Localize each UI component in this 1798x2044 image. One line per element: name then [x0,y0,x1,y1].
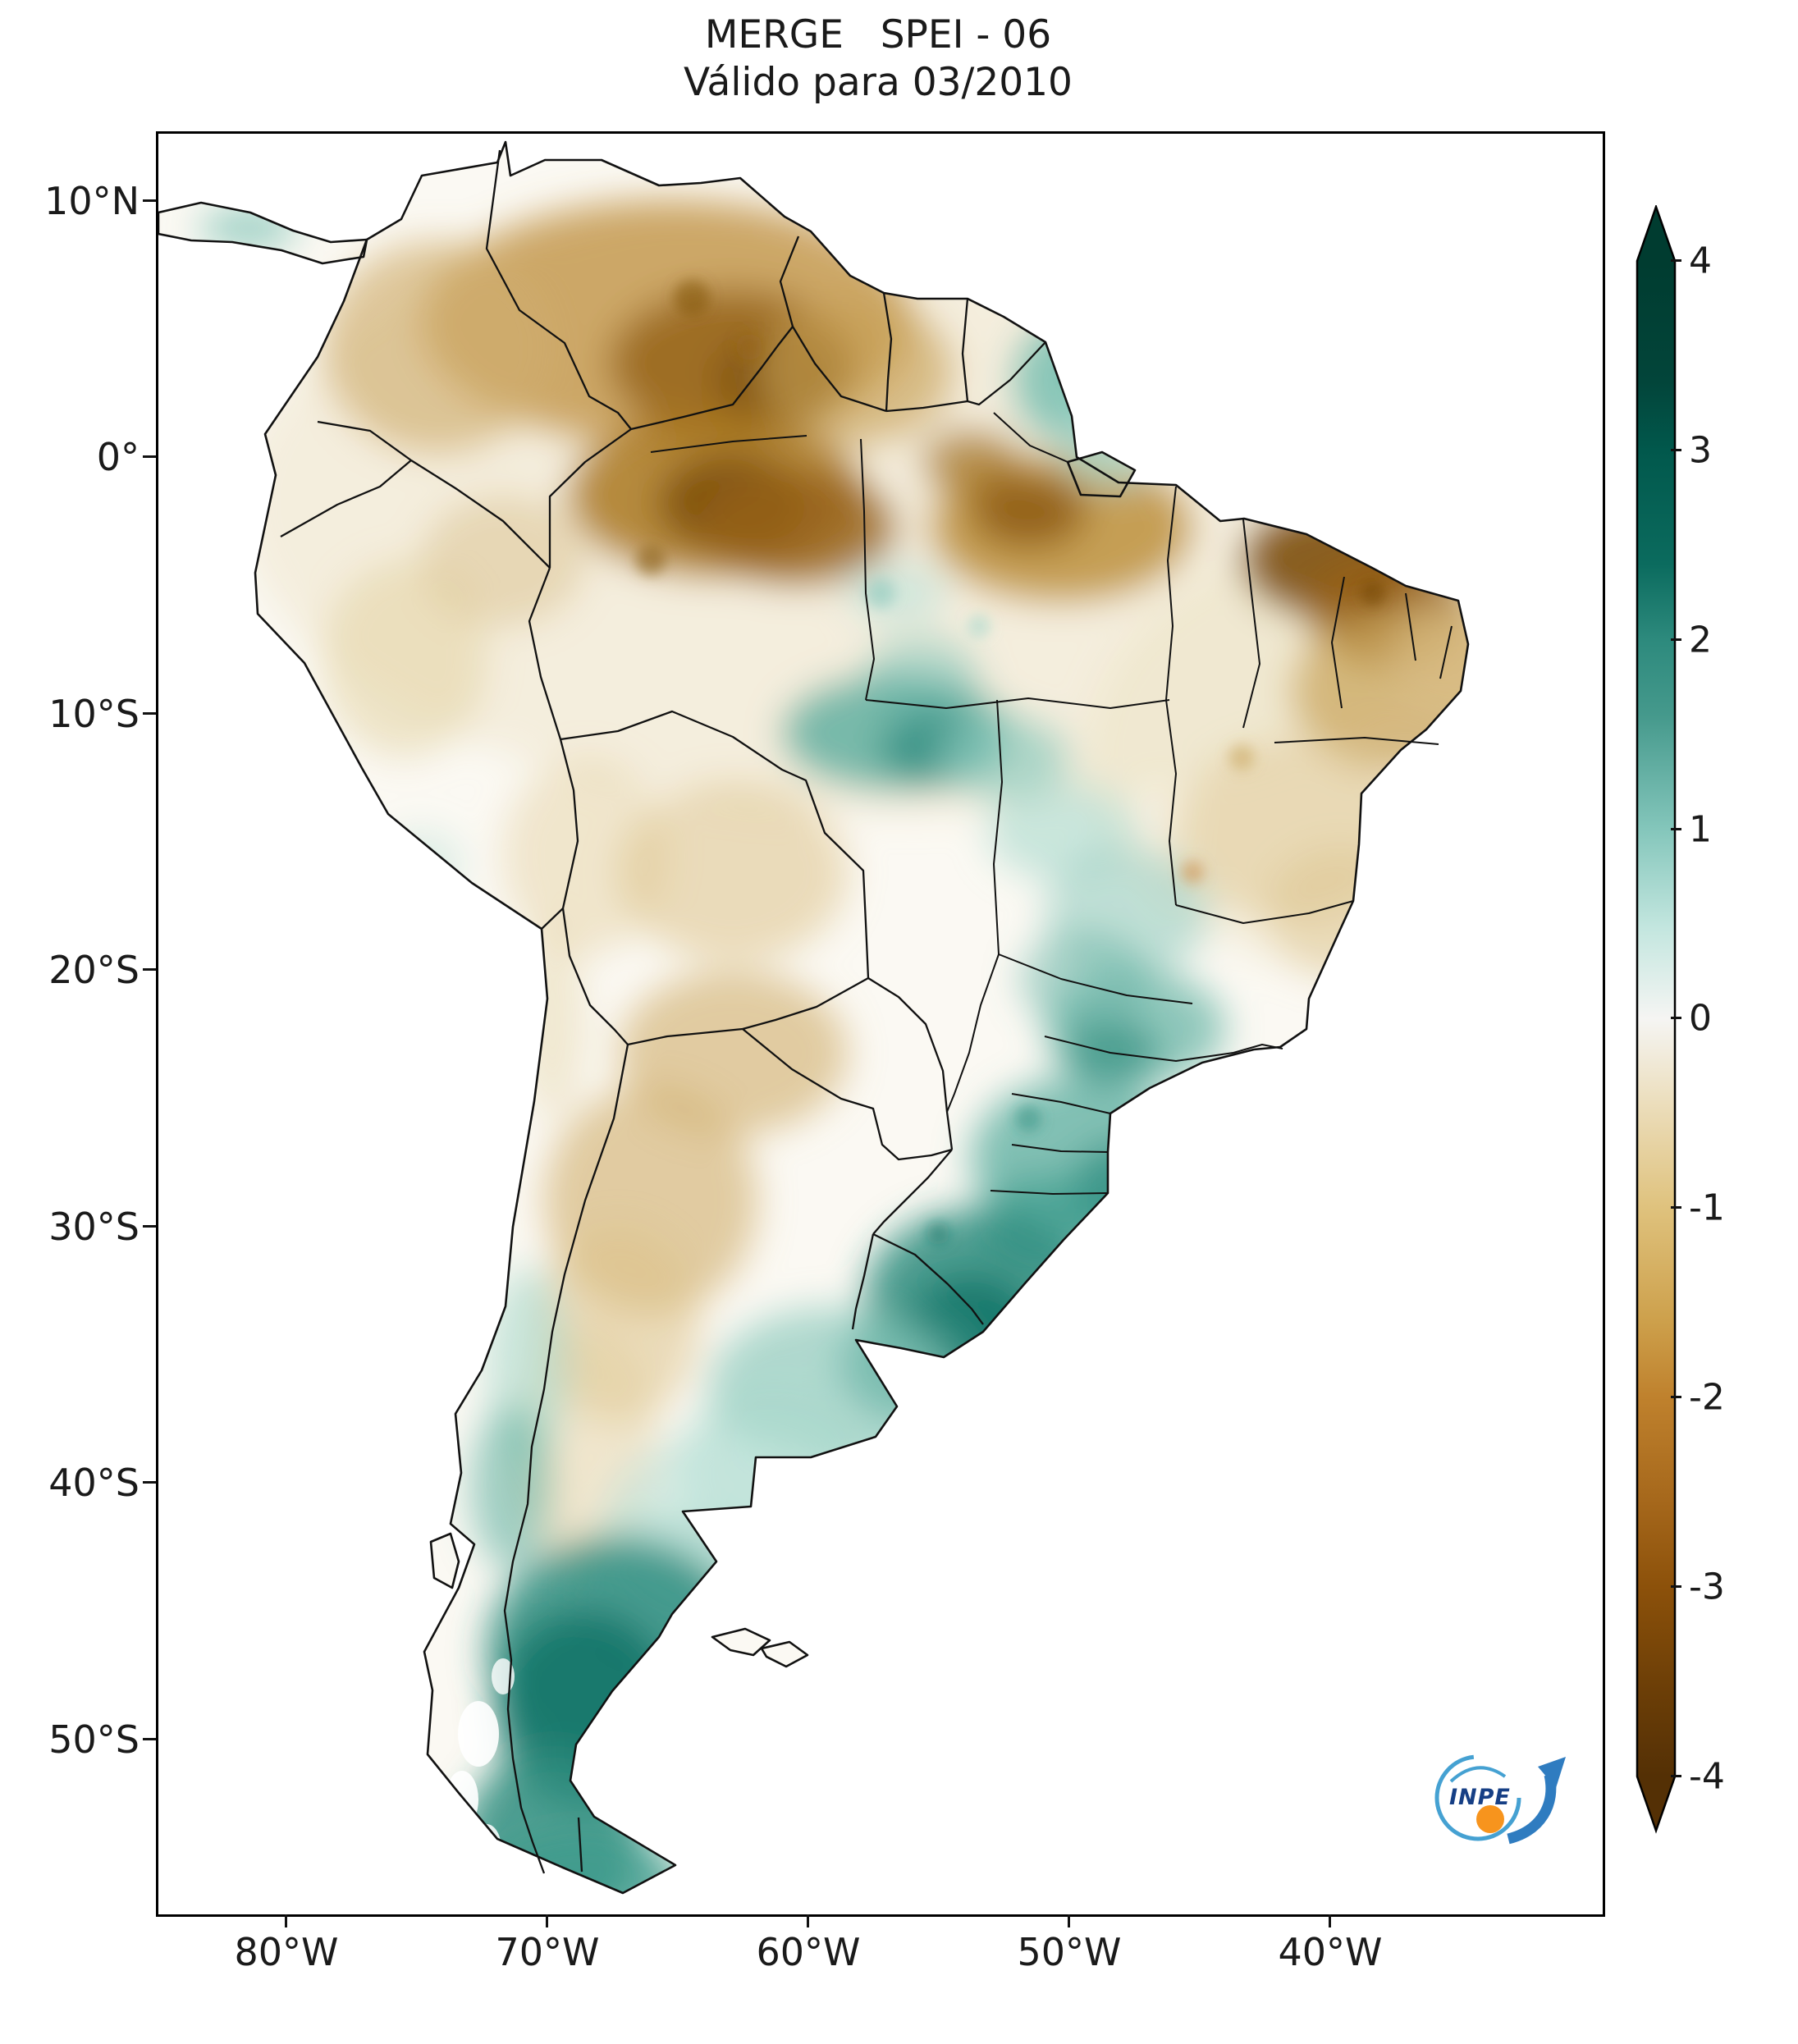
inpe-logo-text: INPE [1449,1785,1511,1810]
colorbar-tick-label: -3 [1689,1566,1725,1608]
lat-tick-mark [143,968,156,971]
lat-tick-mark [143,1738,156,1740]
lat-tick-label: 50°S [48,1717,140,1762]
colorbar-tick-mark [1671,1017,1681,1019]
lat-tick-mark [143,1225,156,1228]
title-line-1: MERGE SPEI - 06 [704,12,1052,57]
inpe-logo-icon [1434,1754,1566,1845]
lon-tick-label: 60°W [756,1930,861,1974]
colorbar-gradient [1636,203,1677,1834]
lat-tick-label: 0° [96,435,140,479]
lat-tick-mark [143,199,156,202]
colorbar-tick-label: 0 [1689,997,1712,1040]
colorbar-tick-label: 2 [1689,619,1712,661]
lon-tick-mark [546,1914,548,1927]
country-borders [280,149,1046,1874]
colorbar-tick-mark [1671,638,1681,641]
colorbar-tick-mark [1671,449,1681,451]
colorbar-tick-mark [1671,1396,1681,1398]
lon-tick-mark [1329,1914,1331,1927]
lon-tick-mark [285,1914,287,1927]
colorbar-tick-mark [1671,1206,1681,1209]
lat-tick-label: 10°S [48,692,140,736]
title-line-2: Válido para 03/2010 [684,60,1073,105]
colorbar-tick-mark [1671,828,1681,830]
south-america-map [158,140,1470,1895]
lat-tick-label: 20°S [48,948,140,992]
colorbar-tick-label: 4 [1689,240,1712,282]
figure-title: MERGE SPEI - 06 Válido para 03/2010 [0,11,1756,107]
inpe-logo: INPE [1426,1734,1574,1873]
colorbar-tick-label: -4 [1689,1755,1725,1798]
state-borders [650,412,1453,1195]
colorbar-tick-mark [1671,1775,1681,1777]
colorbar-tick-mark [1671,259,1681,262]
lon-tick-label: 80°W [234,1930,339,1974]
lat-tick-label: 40°S [48,1461,140,1505]
lon-tick-label: 40°W [1278,1930,1383,1974]
lat-tick-mark [143,455,156,458]
colorbar-tick-label: 3 [1689,429,1712,472]
colorbar-tick-label: -1 [1689,1187,1725,1229]
lon-tick-label: 70°W [495,1930,600,1974]
colorbar-tick-label: 1 [1689,808,1712,851]
lat-tick-label: 30°S [48,1205,140,1249]
coastline [158,140,1470,1895]
map-panel: INPE [156,131,1605,1917]
colorbar-tick-label: -2 [1689,1376,1725,1419]
lon-tick-label: 50°W [1017,1930,1122,1974]
lon-tick-mark [807,1914,809,1927]
colorbar-tick-mark [1671,1585,1681,1588]
lat-tick-label: 10°N [44,179,140,223]
colorbar [1633,203,1797,1846]
lon-tick-mark [1068,1914,1070,1927]
lat-tick-mark [143,712,156,715]
lat-tick-mark [143,1481,156,1484]
